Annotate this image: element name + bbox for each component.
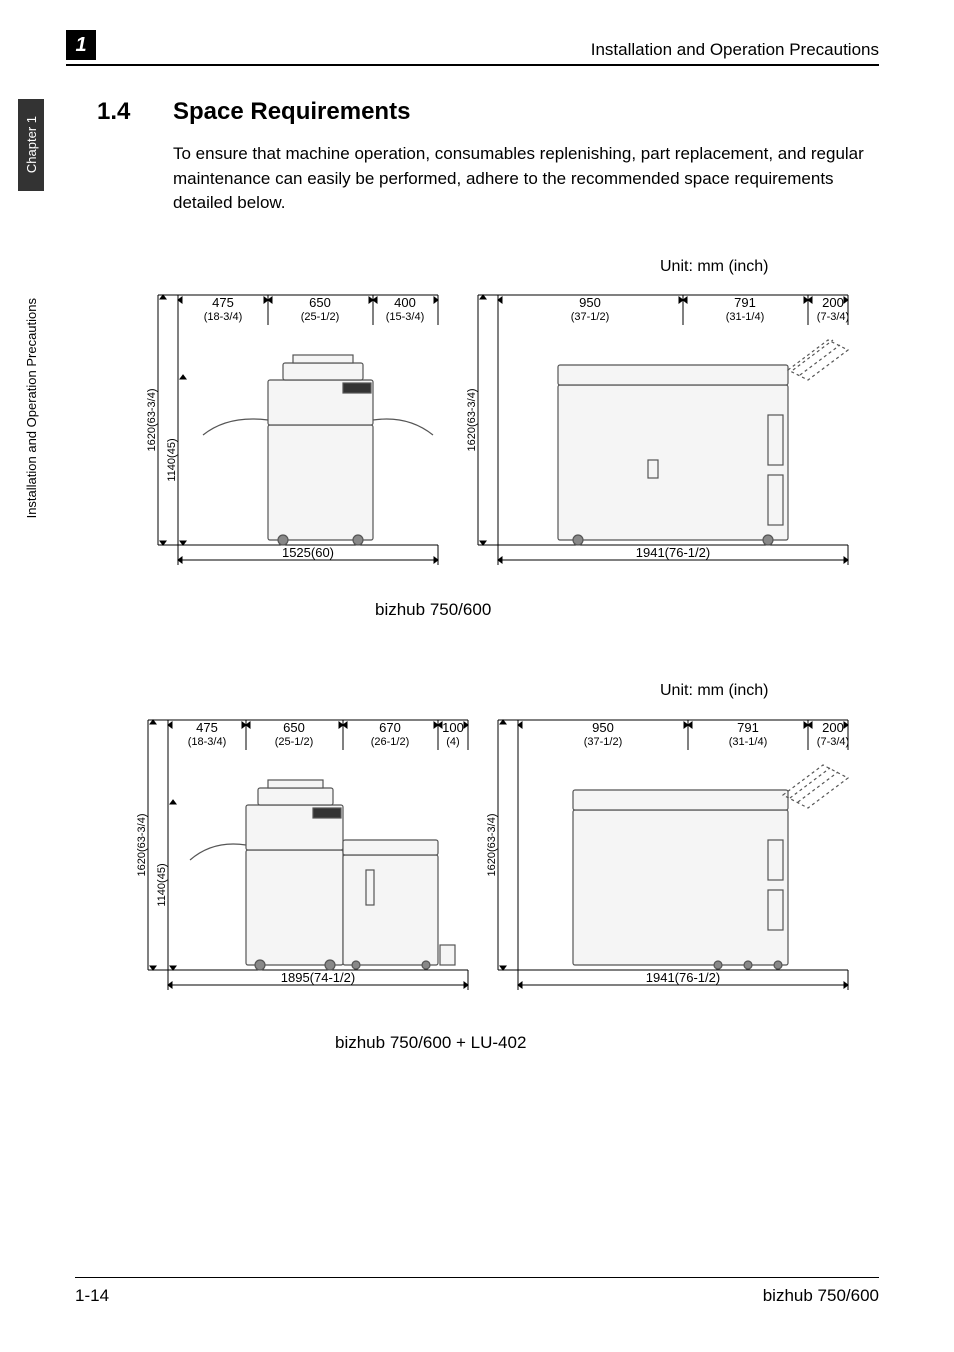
- d2-l-dim3-mm: 670: [379, 720, 401, 735]
- d2-l-dim2-mm: 650: [283, 720, 305, 735]
- diagram-1-caption: bizhub 750/600: [375, 600, 491, 620]
- d1-r-dim1-mm: 950: [579, 295, 601, 310]
- space-diagram-1: 475 (18-3/4) 650 (25-1/2) 400 (15-3/4) 1…: [128, 285, 858, 575]
- d2-l-dim2-in: (25-1/2): [275, 736, 314, 748]
- d2-l-dim3-in: (26-1/2): [371, 736, 410, 748]
- d1-l-dim2-in: (25-1/2): [301, 311, 340, 323]
- d1-r-dim3-in: (7-3/4): [817, 311, 849, 323]
- d2-l-dim4-in: (4): [446, 736, 459, 748]
- d2-r-dim2-mm: 791: [737, 720, 759, 735]
- d1-l-vert-outer: 1620(63-3/4): [146, 389, 158, 452]
- section-number: 1.4: [97, 98, 130, 126]
- d2-l-dim1-in: (18-3/4): [188, 736, 227, 748]
- d1-r-dim3-mm: 200: [822, 295, 844, 310]
- d1-l-dim1-in: (18-3/4): [204, 311, 243, 323]
- d2-r-vert: 1620(63-3/4): [486, 814, 498, 877]
- footer-rule: [75, 1277, 879, 1278]
- sidebar-chapter-tab: Chapter 1: [18, 99, 44, 191]
- space-diagram-2: 475 (18-3/4) 650 (25-1/2) 670 (26-1/2) 1…: [128, 710, 858, 1000]
- d1-r-vert: 1620(63-3/4): [466, 389, 478, 452]
- d2-r-dim3-mm: 200: [822, 720, 844, 735]
- d1-l-bottom: 1525(60): [282, 545, 334, 560]
- d2-l-dim4-mm: 100: [442, 720, 464, 735]
- d1-r-dim2-in: (31-1/4): [726, 311, 765, 323]
- d1-r-bottom: 1941(76-1/2): [636, 545, 710, 560]
- chapter-marker: 1: [66, 30, 96, 60]
- d2-r-dim3-in: (7-3/4): [817, 736, 849, 748]
- d1-r-dim1-in: (37-1/2): [571, 311, 610, 323]
- d2-r-dim2-in: (31-1/4): [729, 736, 768, 748]
- d1-r-dim2-mm: 791: [734, 295, 756, 310]
- chapter-marker-num: 1: [75, 34, 86, 57]
- section-title: Space Requirements: [173, 98, 410, 126]
- sidebar-title-tab: Installation and Operation Precautions: [18, 223, 44, 593]
- footer-model: bizhub 750/600: [763, 1286, 879, 1306]
- d1-l-dim2-mm: 650: [309, 295, 331, 310]
- d2-r-dim1-in: (37-1/2): [584, 736, 623, 748]
- d1-l-dim1-mm: 475: [212, 295, 234, 310]
- running-head: Installation and Operation Precautions: [591, 40, 879, 60]
- d2-l-dim1-mm: 475: [196, 720, 218, 735]
- d2-r-dim1-mm: 950: [592, 720, 614, 735]
- d2-l-vert-inner: 1140(45): [156, 863, 168, 906]
- d2-r-bottom: 1941(76-1/2): [646, 970, 720, 985]
- d2-l-bottom: 1895(74-1/2): [281, 970, 355, 985]
- footer-page-number: 1-14: [75, 1286, 109, 1306]
- sidebar-title-label: Installation and Operation Precautions: [24, 298, 39, 518]
- d1-l-dim3-mm: 400: [394, 295, 416, 310]
- diagram-2-caption: bizhub 750/600 + LU-402: [335, 1033, 526, 1053]
- header-rule: [66, 64, 879, 66]
- sidebar-chapter-label: Chapter 1: [24, 116, 39, 173]
- unit-label-2: Unit: mm (inch): [660, 682, 768, 700]
- d1-l-vert-inner: 1140(45): [166, 438, 178, 481]
- d1-l-dim3-in: (15-3/4): [386, 311, 425, 323]
- body-paragraph: To ensure that machine operation, consum…: [173, 142, 879, 216]
- unit-label-1: Unit: mm (inch): [660, 258, 768, 276]
- d2-l-vert-outer: 1620(63-3/4): [136, 814, 148, 877]
